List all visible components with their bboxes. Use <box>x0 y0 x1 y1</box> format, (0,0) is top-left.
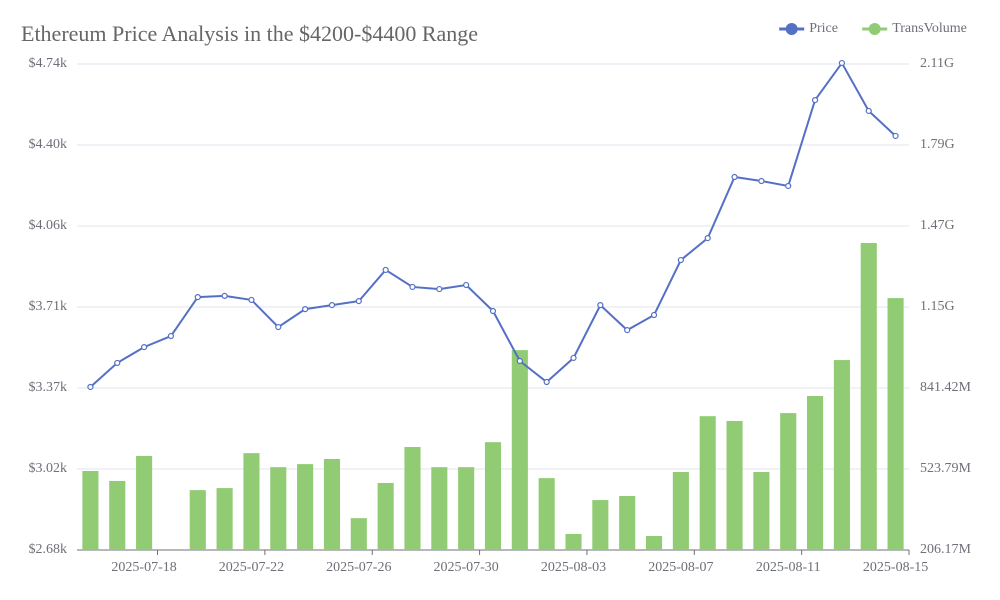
price-point <box>516 357 523 365</box>
bar <box>672 472 689 550</box>
bar <box>538 478 555 550</box>
bar <box>860 243 877 551</box>
y-tick-label: $2.68k <box>29 542 68 557</box>
bar <box>350 518 367 550</box>
price-point <box>221 292 228 300</box>
price-point <box>597 302 604 309</box>
price-point <box>114 359 121 367</box>
price-point <box>409 283 416 291</box>
price-point <box>865 107 872 115</box>
y-tick-label: $3.02k <box>29 461 68 476</box>
price-point <box>436 285 443 293</box>
bar <box>297 464 314 550</box>
bar <box>377 482 394 550</box>
x-tick-label: 2025-07-26 <box>326 560 391 575</box>
price-point <box>838 59 846 67</box>
bar <box>699 416 716 550</box>
x-tick-label: 2025-08-03 <box>541 560 606 575</box>
price-point <box>275 323 282 331</box>
bar <box>189 490 206 550</box>
price-point <box>570 354 577 362</box>
bar <box>484 442 502 550</box>
x-tick-label: 2025-07-18 <box>111 560 176 575</box>
y-tick-label: $3.71k <box>29 299 68 314</box>
y-tick-label: $4.40k <box>29 137 68 152</box>
price-line <box>89 61 897 388</box>
price-point <box>785 182 792 190</box>
price-point <box>463 281 470 289</box>
bar <box>404 447 421 550</box>
chart-title: Ethereum Price Analysis in the $4200-$44… <box>21 21 478 46</box>
legend-swatch-dot <box>868 23 881 35</box>
price-point <box>328 302 336 309</box>
y2-tick-label: 1.79G <box>920 137 955 152</box>
price-point <box>677 256 684 264</box>
bar <box>619 495 636 550</box>
price-point <box>650 311 658 319</box>
price-point <box>194 293 201 301</box>
price-point <box>731 173 738 181</box>
y-tick-label: $3.37k <box>29 380 68 395</box>
bar <box>82 470 99 550</box>
bar <box>565 533 582 550</box>
price-point <box>87 383 94 391</box>
price-point <box>355 298 362 305</box>
x-tick-label: 2025-07-22 <box>219 560 284 575</box>
price-point <box>382 266 389 274</box>
bar <box>136 455 153 550</box>
price-point <box>167 332 175 340</box>
bar <box>726 421 743 550</box>
y2-tick-label: 206.17M <box>920 542 972 557</box>
price-point <box>758 177 765 185</box>
y2-tick-label: 2.11G <box>920 56 954 71</box>
price-point <box>489 307 497 315</box>
bar <box>431 467 448 550</box>
y2-tick-label: 1.47G <box>920 218 955 233</box>
y2-tick-label: 841.42M <box>920 380 972 395</box>
bar <box>807 396 824 550</box>
bar <box>216 488 233 550</box>
price-point <box>543 378 550 386</box>
price-point <box>140 344 148 351</box>
bar <box>833 360 850 550</box>
price-point <box>704 235 711 242</box>
legend-swatch-dot <box>785 23 798 35</box>
bar <box>887 298 904 550</box>
x-tick-label: 2025-07-30 <box>433 560 498 575</box>
price-point <box>302 306 309 313</box>
legend-label: TransVolume <box>892 21 967 36</box>
bar <box>458 467 475 550</box>
bar <box>511 350 528 550</box>
bar <box>109 480 126 550</box>
bar <box>243 453 260 550</box>
legend-label: Price <box>809 21 838 36</box>
bar <box>645 536 663 550</box>
y2-tick-label: 1.15G <box>920 299 955 314</box>
bar <box>753 472 770 550</box>
x-tick-label: 2025-08-07 <box>648 560 713 575</box>
x-tick-label: 2025-08-15 <box>863 560 928 575</box>
price-point <box>892 132 899 140</box>
bar <box>780 413 797 550</box>
y-tick-label: $4.74k <box>29 56 68 71</box>
bar <box>323 459 341 550</box>
y2-tick-label: 523.79M <box>920 461 972 476</box>
price-point <box>248 296 255 304</box>
y-tick-label: $4.06k <box>29 218 68 233</box>
bar <box>270 467 287 550</box>
bar <box>592 500 609 550</box>
price-point <box>624 327 631 334</box>
price-point <box>811 96 819 104</box>
x-tick-label: 2025-08-11 <box>756 560 821 575</box>
